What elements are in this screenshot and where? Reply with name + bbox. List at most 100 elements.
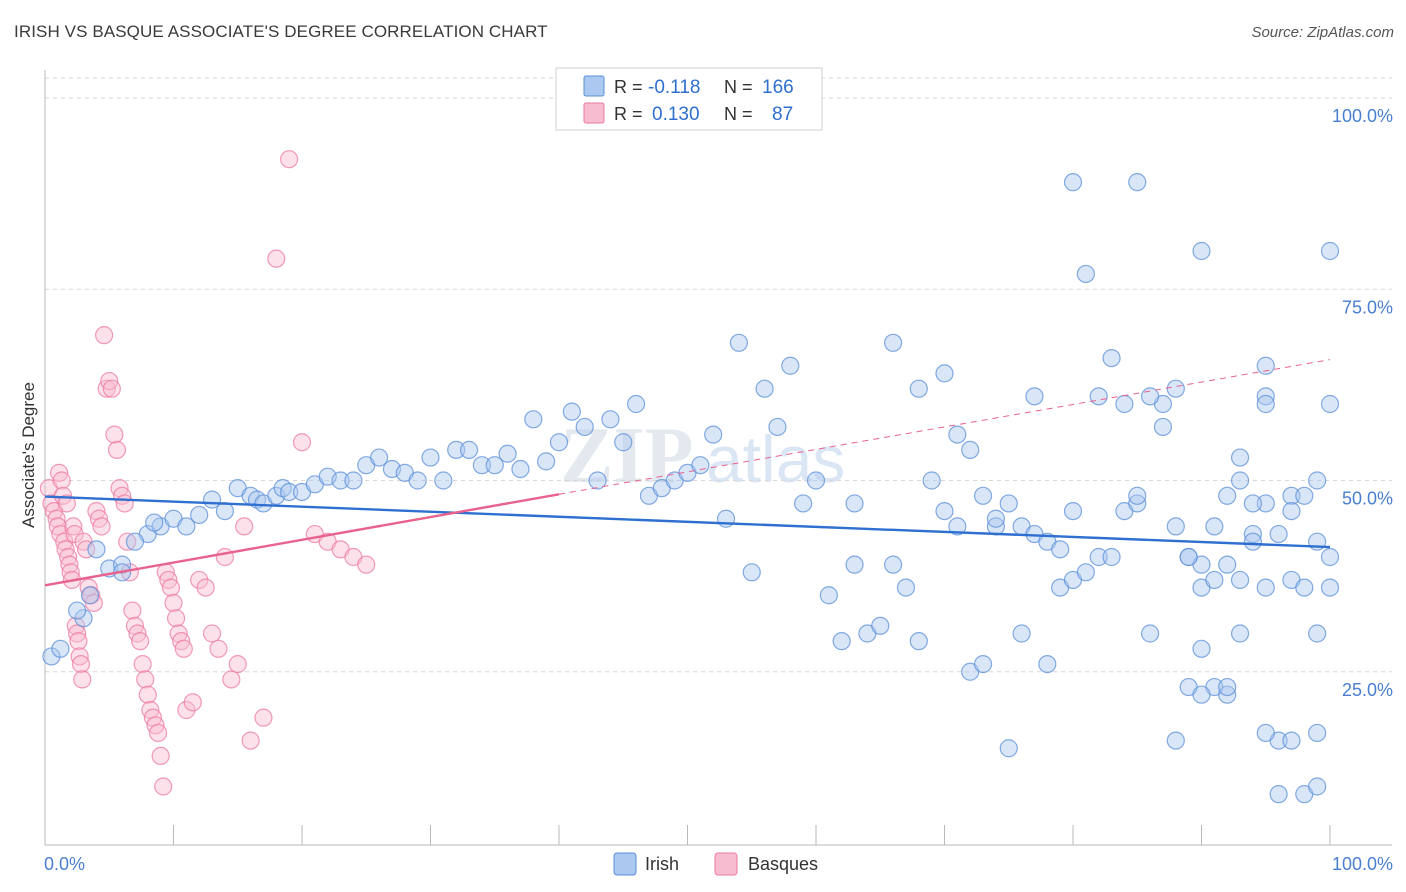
irish-point — [1256, 723, 1275, 743]
irish-point — [1089, 387, 1108, 406]
irish-point — [1256, 578, 1275, 597]
irish-point — [909, 379, 928, 398]
irish-point — [1256, 387, 1275, 406]
y-axis-title: Associate's Degree — [19, 382, 38, 528]
irish-point — [434, 471, 453, 490]
irish-point — [1192, 685, 1211, 704]
irish-point — [1243, 532, 1263, 551]
irish-point — [1308, 777, 1327, 796]
irish-point — [215, 502, 234, 521]
irish-point — [1025, 387, 1044, 406]
irish-point — [999, 739, 1018, 758]
irish-trend-line — [44, 495, 1331, 549]
irish-point — [948, 517, 967, 536]
basques-point — [68, 624, 87, 643]
legend-basques-swatch — [583, 102, 605, 124]
basques-point — [209, 639, 228, 658]
irish-point — [691, 456, 710, 475]
axes — [44, 70, 1392, 846]
irish-point — [973, 486, 993, 505]
irish-point — [845, 494, 864, 513]
legend-bottom-basques-swatch — [714, 852, 738, 876]
irish-point — [1076, 563, 1095, 582]
basques-point — [92, 517, 111, 536]
basques-point — [138, 685, 157, 704]
irish-point — [973, 654, 993, 674]
irish-point — [588, 471, 607, 490]
irish-point — [1166, 731, 1185, 750]
irish-point — [1192, 639, 1211, 658]
irish-point — [922, 471, 941, 490]
legend-basques-r-value: 0.130 — [652, 104, 700, 125]
irish-point — [1218, 685, 1237, 704]
irish-point — [704, 425, 723, 444]
irish-point — [575, 417, 594, 437]
irish-point — [190, 505, 209, 525]
irish-point — [909, 632, 928, 651]
irish-point — [742, 563, 761, 582]
irish-point — [1102, 547, 1121, 567]
basques-point — [66, 616, 85, 635]
legend-irish-n-label: N = — [724, 77, 753, 97]
basques-point — [161, 578, 181, 597]
irish-point — [999, 494, 1018, 513]
basques-point — [166, 609, 186, 628]
irish-point — [1230, 624, 1250, 643]
irish-point — [1140, 624, 1160, 643]
irish-point — [125, 532, 145, 551]
irish-point — [601, 410, 620, 429]
trend-lines — [44, 359, 1331, 587]
legend-bottom-irish-label: Irish — [645, 854, 679, 874]
basques-point — [60, 555, 79, 574]
irish-point — [1012, 624, 1031, 643]
legend-bottom: Irish Basques — [613, 852, 818, 876]
irish-point — [832, 632, 851, 651]
basques-point — [174, 639, 193, 658]
irish-point — [87, 540, 106, 559]
irish-point — [1243, 524, 1263, 544]
basques-point — [71, 654, 91, 674]
irish-point — [177, 517, 196, 536]
irish-point — [1218, 486, 1237, 505]
x-tick-label-max: 100.0% — [1332, 854, 1393, 874]
basques-point — [57, 494, 76, 513]
irish-point — [472, 456, 491, 475]
basques-point — [70, 647, 89, 666]
basques-point — [202, 624, 222, 643]
irish-point — [1320, 578, 1340, 597]
y-tick-label: 75.0% — [1342, 297, 1393, 317]
basques-point — [130, 632, 150, 651]
irish-point — [626, 394, 646, 414]
irish-point — [1128, 486, 1147, 505]
basques-point — [357, 555, 376, 574]
basques-point — [254, 708, 273, 727]
irish-point — [1243, 494, 1263, 513]
irish-point — [1218, 677, 1237, 697]
irish-point — [1269, 785, 1288, 804]
irish-point — [883, 333, 903, 352]
irish-point — [986, 509, 1006, 528]
irish-point — [1320, 547, 1340, 567]
irish-point — [1256, 356, 1275, 375]
irish-point — [781, 356, 800, 375]
legend-irish-r-label: R = — [614, 77, 643, 97]
irish-point — [344, 471, 363, 490]
irish-point — [1192, 241, 1211, 261]
basques-point — [123, 601, 142, 620]
irish-point — [1269, 524, 1288, 544]
irish-point — [1205, 517, 1224, 536]
basques-point — [136, 670, 155, 689]
basques-trend-line-extended — [558, 359, 1331, 495]
irish-point — [1282, 731, 1301, 750]
basques-point — [267, 249, 286, 268]
grid-lines — [45, 77, 1392, 673]
basques-point — [59, 547, 78, 567]
irish-point — [1051, 540, 1070, 559]
basques-point — [107, 440, 127, 459]
basques-point — [148, 723, 168, 743]
legend-top: R = -0.118 N = 166 R = 0.130 N = 87 — [555, 67, 823, 131]
basques-point — [69, 632, 88, 651]
y-tick-label: 50.0% — [1342, 489, 1393, 509]
legend-irish-swatch — [583, 75, 605, 97]
